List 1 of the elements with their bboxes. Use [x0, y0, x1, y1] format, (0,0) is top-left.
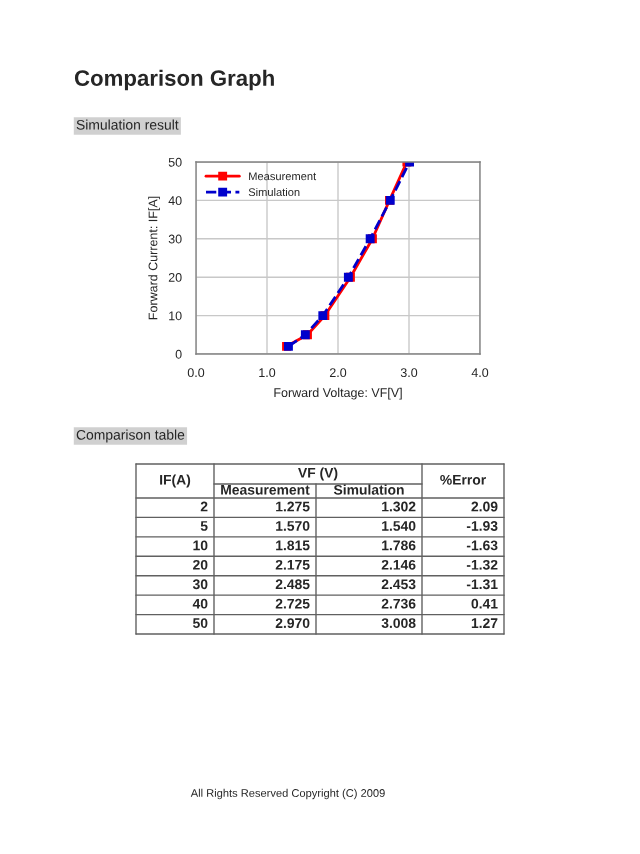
chart-title: Comparison Graph [74, 69, 274, 91]
